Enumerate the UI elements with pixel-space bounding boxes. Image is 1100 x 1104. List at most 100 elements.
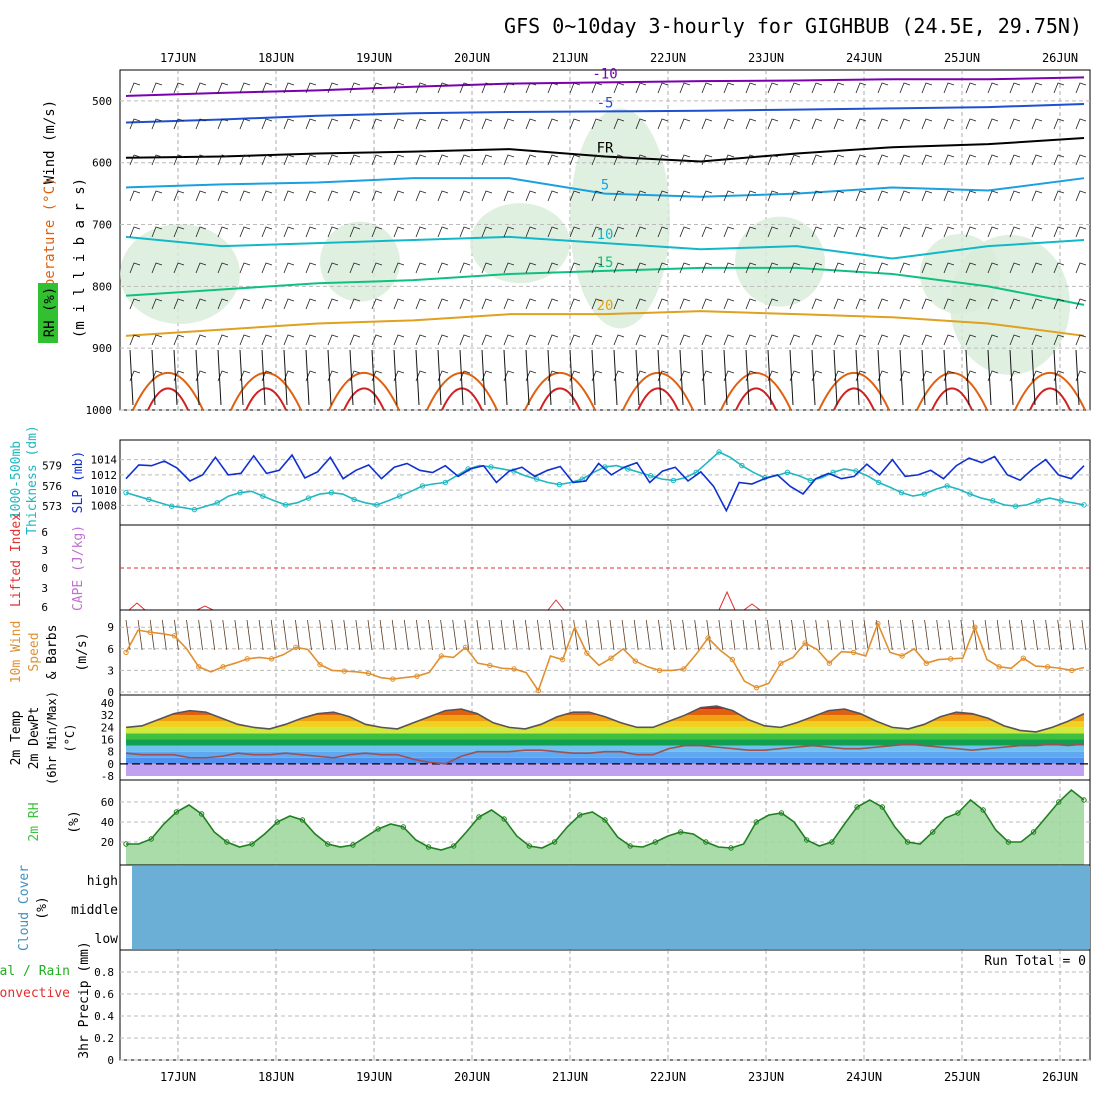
rh-line: [126, 788, 1085, 851]
wind-barb: [701, 82, 713, 94]
hot-contour: [833, 387, 875, 411]
wind-barb: [415, 334, 427, 346]
wind-barb-low: [129, 349, 134, 406]
wind-barb: [393, 262, 405, 274]
wind-barb: [943, 190, 955, 202]
surface-wind-barb: [428, 619, 433, 651]
surface-wind-barb: [1081, 619, 1087, 651]
pressure-tick-label: 1000: [86, 404, 113, 417]
wind-barb: [613, 82, 625, 94]
wind-barb-low: [591, 349, 596, 406]
rh-point: [1030, 829, 1037, 835]
wind-barb: [679, 190, 691, 202]
wind-barb: [283, 226, 295, 238]
lifted-index-panel: 6 3 0 3 6: [41, 524, 1091, 614]
pressure-tick-label: 900: [92, 342, 112, 355]
wind-barb: [217, 298, 229, 310]
wind-barb: [371, 154, 383, 166]
rh-point: [778, 810, 785, 816]
axis-label-slp: SLP (mb): [71, 451, 86, 514]
thickness-point: [305, 495, 312, 501]
wind-barb: [305, 154, 317, 166]
wind-barb: [129, 154, 141, 166]
wind-barb: [393, 298, 405, 310]
wind-barb: [987, 82, 999, 94]
rh-point: [728, 845, 734, 851]
slp-thickness-panel: 1014 1012 1010 1008 579 576 573: [42, 439, 1091, 526]
wind-barb-low: [943, 349, 948, 406]
wind-speed-point: [220, 664, 226, 670]
rh-shade: [735, 216, 825, 307]
isotherm-line: [125, 177, 1085, 198]
panel-frame: [119, 949, 1091, 1061]
wind-barb: [789, 118, 801, 130]
slp-tick-label: 1014: [91, 454, 118, 467]
date-label-bottom: 25JUN: [944, 1070, 980, 1084]
surface-wind-barb: [295, 619, 300, 651]
wind-barb: [1009, 118, 1021, 130]
wind-barb: [679, 262, 691, 274]
temp-tick-label: 32: [101, 709, 114, 722]
wind-barb: [459, 334, 471, 346]
wind-barb: [987, 334, 999, 346]
surface-wind-barb: [609, 619, 615, 651]
surface-wind-barb: [694, 619, 700, 651]
wind-barb: [481, 190, 493, 202]
wind-barb: [877, 334, 889, 346]
wind-barb: [723, 262, 735, 274]
rh-point: [753, 819, 759, 825]
wind-barb-low: [349, 349, 354, 406]
wind-barb: [151, 118, 163, 130]
wind-barb: [965, 118, 977, 130]
wind-barb: [393, 154, 405, 166]
thickness-point: [260, 493, 266, 499]
date-label-top: 18JUN: [258, 51, 294, 65]
wind-speed-point: [923, 660, 930, 666]
temp-band: [126, 751, 1084, 758]
date-label-top: 21JUN: [552, 51, 588, 65]
surface-wind-barb: [452, 619, 458, 651]
wind-barb: [613, 118, 625, 130]
warm-contour: [230, 371, 302, 411]
wind-barb: [151, 334, 163, 346]
li-spike: [718, 590, 736, 611]
wind-barb: [261, 298, 273, 310]
chart-title: GFS 0~10day 3-hourly for GIGHBUB (24.5E,…: [504, 14, 1082, 38]
surface-wind-barb: [246, 619, 252, 651]
thickness-point: [944, 483, 950, 489]
wind-barb-low: [1075, 349, 1080, 406]
wind-barb: [349, 334, 361, 346]
surface-wind-barb: [186, 619, 191, 651]
wind-barb: [415, 190, 427, 202]
isotherm-label: -10: [592, 66, 617, 82]
thickness-tick-label: 573: [42, 500, 62, 513]
isotherm-line: [125, 266, 1085, 306]
surface-wind-barb: [972, 619, 978, 651]
wind-barb: [745, 262, 757, 274]
wind-barb: [239, 118, 251, 130]
wind-barb: [371, 118, 383, 130]
thickness-point: [716, 449, 722, 455]
wind-barb-low: [767, 349, 772, 406]
pressure-tick-label: 600: [92, 157, 112, 170]
wind-barb: [987, 118, 999, 130]
surface-wind-barb: [948, 619, 954, 651]
wind-barb: [877, 190, 889, 202]
temp-band: [126, 739, 1084, 746]
wind-barb: [943, 298, 955, 310]
wind-barb: [195, 154, 207, 166]
wind-speed-point: [341, 668, 347, 674]
wind-barb: [987, 262, 999, 274]
axis-label-minmax: (6hr Min/Max): [45, 691, 59, 785]
wind-barb: [943, 118, 955, 130]
wind-barb: [899, 118, 911, 130]
wind-barb: [723, 154, 735, 166]
top-date-axis: 17JUN 18JUN 19JUN 20JUN 21JUN 22JUN 23JUN 24JUN…: [160, 51, 1078, 65]
wind-barb: [965, 226, 977, 238]
wind-barb: [987, 298, 999, 310]
wind-barb-low: [217, 349, 222, 406]
wind-barb: [371, 334, 383, 346]
wind-barb: [1009, 226, 1021, 238]
thickness-point: [921, 491, 928, 497]
wind-speed-point: [778, 660, 784, 666]
